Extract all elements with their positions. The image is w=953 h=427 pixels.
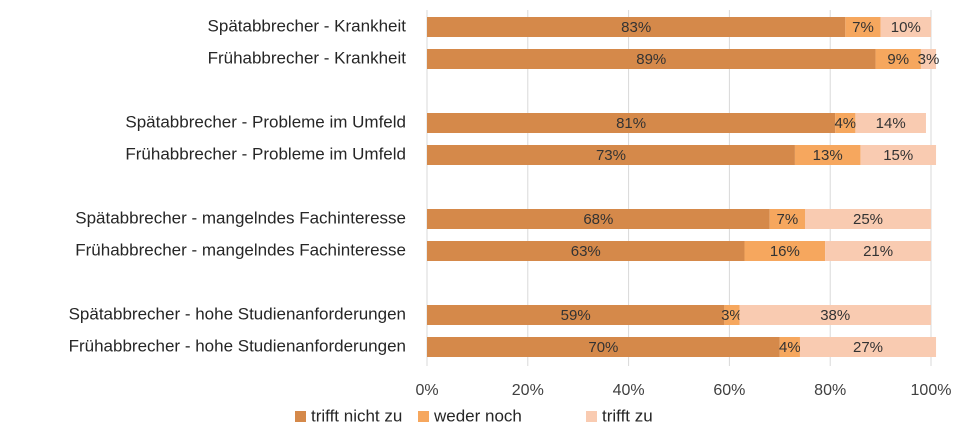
value-label: 7% [852,19,874,36]
value-label: 25% [853,211,883,228]
value-label: 73% [596,147,626,164]
value-label: 63% [571,243,601,260]
value-label: 16% [770,243,800,260]
value-label: 21% [863,243,893,260]
value-label: 89% [636,51,666,68]
value-label: 7% [777,211,799,228]
bar-segment [724,305,740,325]
bar-segment [835,113,856,133]
value-label: 83% [621,19,651,36]
value-label: 4% [779,339,801,356]
bar-segment [805,209,931,229]
legend-label: trifft zu [602,406,653,425]
y-tick-label: Frühabbrecher - Probleme im Umfeld [125,144,406,163]
value-label: 10% [891,19,921,36]
legend-swatch [586,411,597,422]
value-label: 3% [721,307,743,324]
legend-swatch [418,411,429,422]
value-label: 3% [918,51,940,68]
x-tick-label: 100% [911,382,952,399]
bar-segment [427,305,725,325]
y-tick-label: Frühabbrecher - hohe Studienanforderunge… [69,336,406,355]
bar-segment [880,17,931,37]
bar-segment [794,145,861,165]
bar-segment [825,241,931,261]
value-label: 14% [876,115,906,132]
y-tick-label: Spätabbrecher - Probleme im Umfeld [125,112,406,131]
y-tick-label: Spätabbrecher - Krankheit [208,16,407,35]
y-tick-label: Frühabbrecher - Krankheit [208,48,407,67]
legend-swatch [295,411,306,422]
value-label: 38% [820,307,850,324]
bar-segment [427,241,745,261]
y-tick-label: Spätabbrecher - hohe Studienanforderunge… [69,304,406,323]
legend-label: weder noch [433,406,522,425]
bar-segment [779,337,800,357]
bar-segment [744,241,826,261]
bar-segment [769,209,805,229]
x-tick-label: 80% [814,382,846,399]
bar-segment [875,49,921,69]
bar-segment [427,145,795,165]
value-label: 27% [853,339,883,356]
bar-segment [427,49,876,69]
x-tick-label: 40% [613,382,645,399]
value-label: 13% [813,147,843,164]
bar-segment [855,113,926,133]
x-tick-label: 20% [512,382,544,399]
value-label: 70% [588,339,618,356]
value-label: 4% [834,115,856,132]
x-tick-label: 0% [415,382,438,399]
bar-segment [427,17,846,37]
y-tick-label: Frühabbrecher - mangelndes Fachinteresse [75,240,406,259]
y-tick-label: Spätabbrecher - mangelndes Fachinteresse [75,208,406,227]
legend-label: trifft nicht zu [311,406,402,425]
value-label: 59% [561,307,591,324]
x-tick-label: 60% [713,382,745,399]
bar-segment [427,113,836,133]
bar-segment [799,337,937,357]
value-label: 15% [883,147,913,164]
value-label: 68% [583,211,613,228]
bar-segment [920,49,937,69]
bar-segment [860,145,937,165]
value-label: 81% [616,115,646,132]
bar-segment [427,337,780,357]
bar-segment [845,17,881,37]
bar-segment [739,305,931,325]
bar-segment [427,209,770,229]
value-label: 9% [887,51,909,68]
